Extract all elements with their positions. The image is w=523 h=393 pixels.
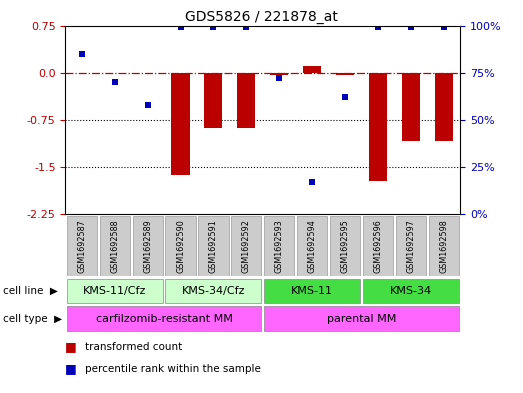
Point bbox=[176, 24, 185, 31]
Bar bbox=[429, 216, 459, 275]
Text: cell line  ▶: cell line ▶ bbox=[3, 286, 58, 296]
Text: parental MM: parental MM bbox=[327, 314, 396, 324]
Bar bbox=[67, 279, 163, 303]
Text: GSM1692593: GSM1692593 bbox=[275, 219, 284, 273]
Bar bbox=[396, 216, 426, 275]
Bar bbox=[67, 307, 262, 331]
Bar bbox=[264, 216, 294, 275]
Text: GSM1692597: GSM1692597 bbox=[406, 219, 415, 273]
Text: KMS-11/Cfz: KMS-11/Cfz bbox=[83, 286, 146, 296]
Bar bbox=[435, 73, 453, 141]
Text: GDS5826 / 221878_at: GDS5826 / 221878_at bbox=[185, 10, 338, 24]
Point bbox=[407, 24, 415, 31]
Bar bbox=[363, 279, 459, 303]
Bar bbox=[303, 66, 321, 73]
Text: ■: ■ bbox=[65, 362, 77, 375]
Bar bbox=[198, 216, 229, 275]
Bar bbox=[172, 73, 190, 174]
Bar bbox=[204, 73, 222, 128]
Text: GSM1692596: GSM1692596 bbox=[373, 219, 382, 273]
Bar bbox=[330, 216, 360, 275]
Point bbox=[440, 24, 448, 31]
Point bbox=[242, 24, 251, 31]
Bar bbox=[264, 307, 459, 331]
Text: KMS-34: KMS-34 bbox=[390, 286, 432, 296]
Bar bbox=[165, 279, 262, 303]
Point bbox=[308, 179, 316, 185]
Point bbox=[275, 75, 283, 81]
Text: GSM1692594: GSM1692594 bbox=[308, 219, 316, 273]
Point bbox=[143, 102, 152, 108]
Text: GSM1692587: GSM1692587 bbox=[77, 219, 86, 273]
Text: GSM1692589: GSM1692589 bbox=[143, 219, 152, 273]
Bar bbox=[264, 279, 360, 303]
Point bbox=[110, 79, 119, 85]
Text: GSM1692590: GSM1692590 bbox=[176, 219, 185, 273]
Bar bbox=[231, 216, 262, 275]
Bar bbox=[270, 73, 288, 75]
Bar bbox=[402, 73, 420, 141]
Text: KMS-34/Cfz: KMS-34/Cfz bbox=[181, 286, 245, 296]
Point bbox=[374, 24, 382, 31]
Point bbox=[341, 94, 349, 100]
Bar bbox=[336, 73, 354, 75]
Point bbox=[209, 24, 218, 31]
Text: GSM1692588: GSM1692588 bbox=[110, 219, 119, 273]
Text: ■: ■ bbox=[65, 340, 77, 354]
Bar bbox=[99, 216, 130, 275]
Text: carfilzomib-resistant MM: carfilzomib-resistant MM bbox=[96, 314, 233, 324]
Text: percentile rank within the sample: percentile rank within the sample bbox=[85, 364, 261, 374]
Bar bbox=[165, 216, 196, 275]
Bar bbox=[67, 216, 97, 275]
Text: transformed count: transformed count bbox=[85, 342, 183, 352]
Text: GSM1692591: GSM1692591 bbox=[209, 219, 218, 273]
Text: KMS-11: KMS-11 bbox=[291, 286, 333, 296]
Point bbox=[77, 51, 86, 57]
Bar bbox=[237, 73, 255, 128]
Text: GSM1692595: GSM1692595 bbox=[340, 219, 349, 273]
Text: cell type  ▶: cell type ▶ bbox=[3, 314, 62, 324]
Bar bbox=[369, 73, 387, 181]
Text: GSM1692592: GSM1692592 bbox=[242, 219, 251, 273]
Text: GSM1692598: GSM1692598 bbox=[439, 219, 448, 273]
Bar bbox=[297, 216, 327, 275]
Bar bbox=[132, 216, 163, 275]
Bar bbox=[363, 216, 393, 275]
